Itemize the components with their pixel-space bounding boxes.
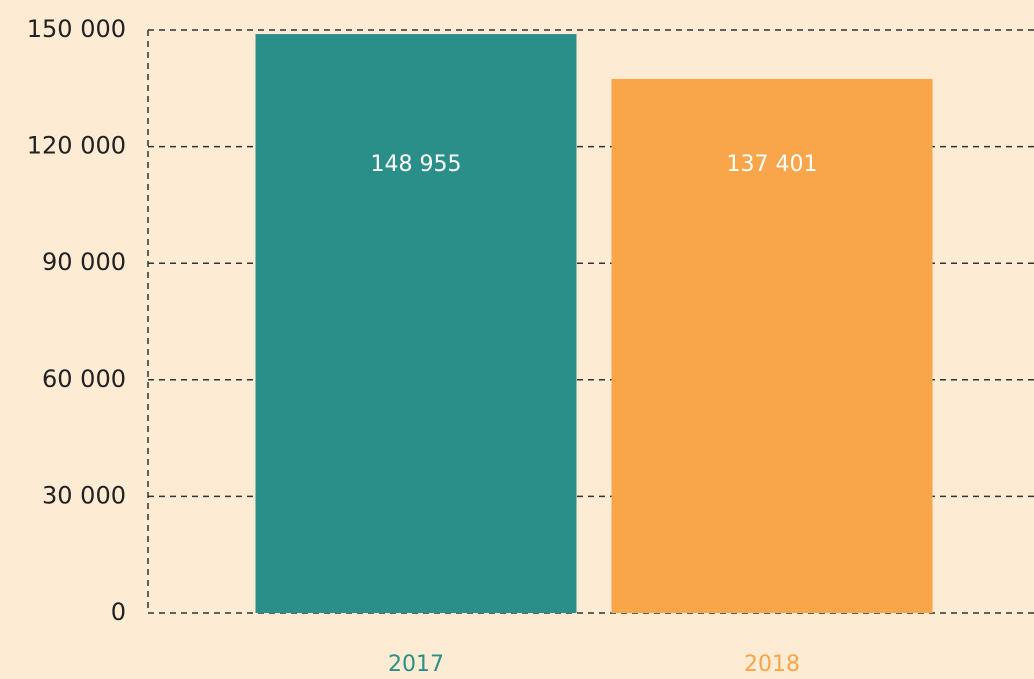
y-tick-label: 0 <box>111 598 126 626</box>
value-label: 137 401 <box>727 152 818 177</box>
y-tick-label: 150 000 <box>27 15 126 43</box>
x-tick-label: 2017 <box>388 652 444 677</box>
y-tick-label: 30 000 <box>42 481 126 509</box>
y-tick-label: 120 000 <box>27 132 126 160</box>
bar <box>255 34 577 613</box>
y-tick-label: 60 000 <box>42 365 126 393</box>
x-tick-label: 2018 <box>744 652 800 677</box>
y-tick-label: 90 000 <box>42 248 126 276</box>
value-label: 148 955 <box>371 152 462 177</box>
bar <box>611 78 933 613</box>
